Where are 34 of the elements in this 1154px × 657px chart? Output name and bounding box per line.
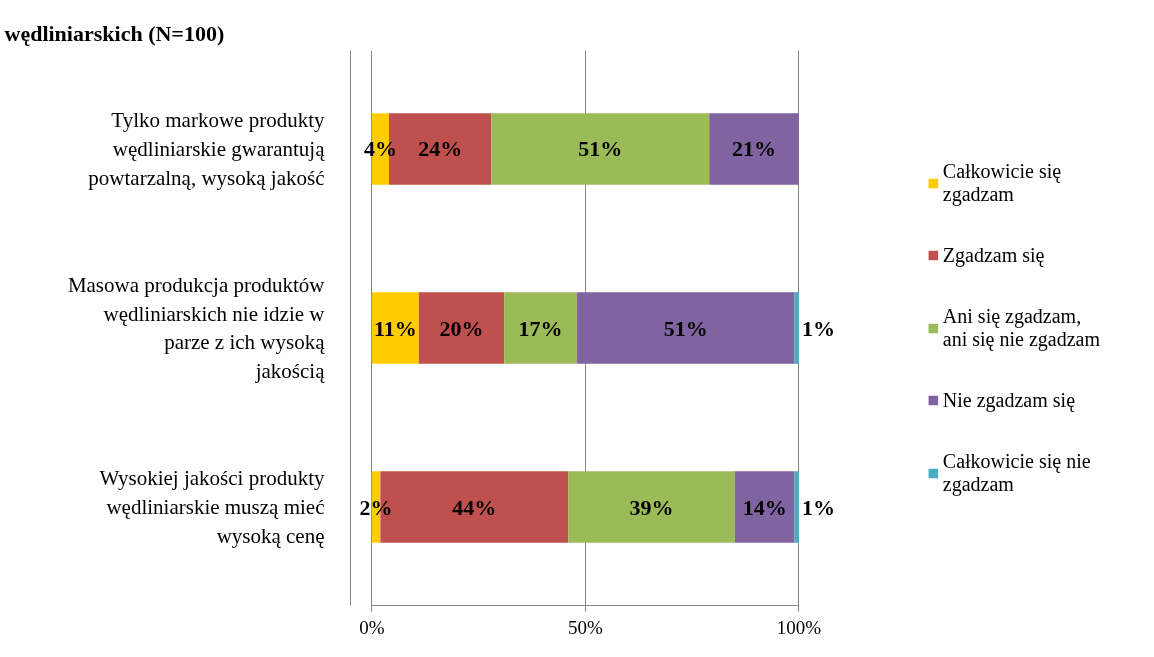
bar [734, 471, 795, 543]
y-tick-label: Wysokiej jakości produkty wędliniarskie muszą mieć wysoką cenę [99, 466, 325, 548]
y-tick-label: Tylko markowe produkty wędliniarskie gwarantują powtarzalną, wysoką jakość [88, 108, 326, 190]
data-label: 24% [418, 136, 463, 162]
bar [491, 113, 710, 185]
legend-label: Ani się zgadzam, ani się nie zgadzam [942, 304, 1100, 351]
data-label: 11% [373, 315, 417, 341]
data-label: 14% [742, 494, 787, 520]
legend-label: Całkowicie się zgadzam [942, 159, 1062, 206]
data-label: 20% [439, 315, 484, 341]
text: wędliniarskich (N=100) [4, 20, 225, 46]
data-label: 21% [732, 136, 777, 162]
data-label: 51% [578, 136, 623, 162]
bar [371, 292, 419, 364]
data-label: 1% [801, 494, 835, 520]
data-label: 51% [663, 315, 708, 341]
bar [709, 113, 799, 185]
x-tick-label: 100% [776, 616, 822, 638]
bar [576, 292, 795, 364]
bar [568, 471, 735, 543]
legend-label: Całkowicie się nie zgadzam [942, 449, 1091, 496]
data-label: 1% [801, 315, 835, 341]
bar [418, 292, 505, 364]
bar [794, 292, 799, 364]
x-tick-label: 0% [359, 616, 385, 638]
bar [794, 471, 799, 543]
bar [504, 292, 577, 364]
legend-label: Nie zgadzam się [942, 388, 1076, 412]
data-label: 39% [629, 494, 674, 520]
data-label: 44% [452, 494, 497, 520]
legend-label: Zgadzam się [942, 243, 1045, 267]
x-tick-label: 50% [567, 616, 603, 638]
y-tick-label: Masowa produkcja produktów wędliniarskich nie idzie w parze z ich wysoką jakością [67, 272, 326, 384]
data-label: 17% [518, 315, 563, 341]
